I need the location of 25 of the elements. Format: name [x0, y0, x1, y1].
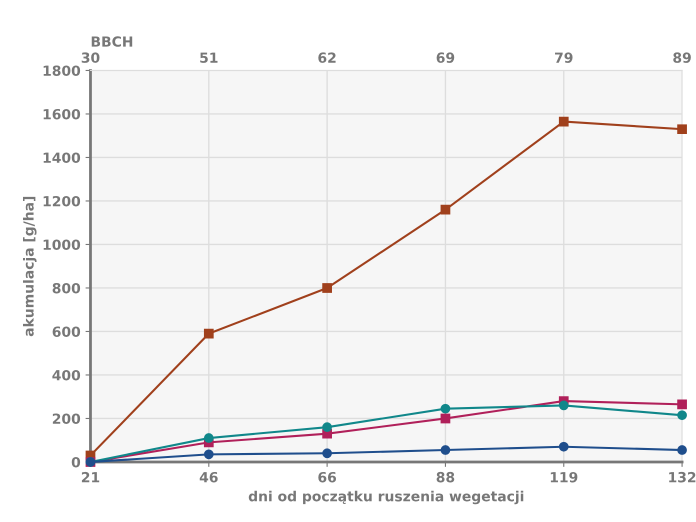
- y-tick-label: 800: [52, 282, 80, 294]
- y-tick-label: 400: [52, 370, 80, 380]
- text: 69: [436, 52, 454, 63]
- x-tick-label: 132: [669, 472, 696, 482]
- text: 30: [82, 52, 100, 63]
- y-tick-label: 1200: [44, 196, 80, 206]
- y-tick-label: 1400: [44, 152, 80, 163]
- x2-axis-title: BBCH: [92, 36, 132, 47]
- y-tick-label: 1600: [44, 108, 80, 120]
- text: 79: [555, 52, 573, 63]
- y-axis-title: akumulacja [g/ha]: [22, 196, 37, 336]
- y-tick-label: 0: [72, 456, 80, 468]
- x-tick-label: 21: [82, 472, 100, 482]
- text: 89: [673, 52, 691, 63]
- y-tick-label: 200: [52, 413, 80, 424]
- x-tick-label: 66: [318, 472, 336, 482]
- x-axis-title: dni od początku ruszenia wegetacji: [248, 490, 524, 504]
- y-tick-label: 1800: [44, 65, 80, 76]
- x-tick-label: 46: [200, 472, 218, 482]
- text: 51: [200, 52, 218, 63]
- y-tick-label: 600: [52, 326, 80, 337]
- x-tick-label: 119: [550, 472, 578, 482]
- y-tick-label: 1000: [44, 239, 80, 250]
- x-tick-label: 88: [436, 472, 454, 482]
- text: 62: [318, 52, 336, 63]
